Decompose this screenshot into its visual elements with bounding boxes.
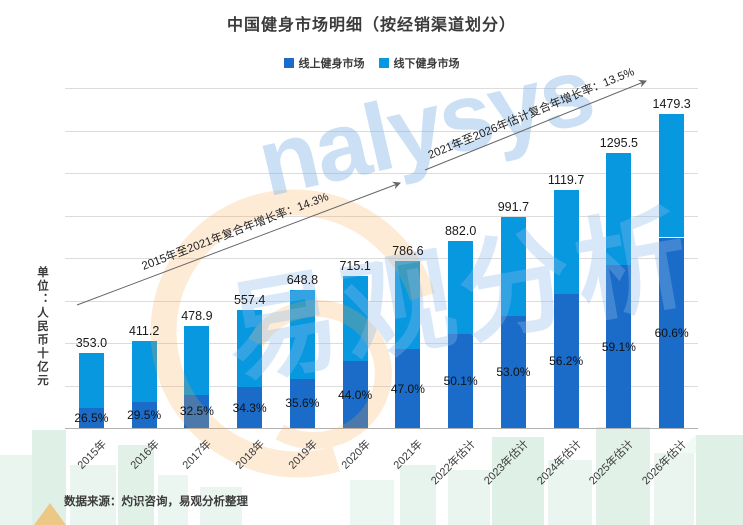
gridline bbox=[65, 130, 698, 132]
legend-label: 线下健身市场 bbox=[393, 58, 460, 70]
gridline bbox=[65, 300, 698, 302]
bar-segment-online-2025年估计 bbox=[606, 265, 632, 428]
bar-segment-online-2020年 bbox=[342, 361, 368, 428]
bar-segment-online-2024年估计 bbox=[553, 294, 579, 428]
legend-item-1: 线下健身市场 bbox=[378, 55, 460, 71]
bar-segment-online-2018年 bbox=[237, 387, 263, 428]
data-source-note: 数据来源：灼识咨询，易观分析整理 bbox=[64, 496, 248, 508]
bar-segment-online-2019年 bbox=[289, 378, 315, 428]
bar-segment-offline-2022年估计 bbox=[448, 240, 474, 335]
bar-segment-online-2022年估计 bbox=[448, 334, 474, 428]
gridline bbox=[65, 88, 698, 89]
bar-segment-online-2021年 bbox=[395, 349, 421, 428]
y-axis-unit-label: 单位：人民币十亿元 bbox=[36, 266, 48, 388]
bar-segment-offline-2015年 bbox=[78, 352, 104, 409]
bar-segment-offline-2016年 bbox=[131, 340, 157, 403]
bar-segment-online-2017年 bbox=[184, 394, 210, 428]
bar-segment-offline-2017年 bbox=[184, 326, 210, 395]
bar-segment-offline-2025年估计 bbox=[606, 152, 632, 266]
bar-segment-offline-2024年估计 bbox=[553, 190, 579, 295]
legend-swatch-icon bbox=[283, 58, 294, 68]
city-skyline-watermark bbox=[0, 427, 743, 525]
gridline bbox=[65, 215, 698, 217]
gridline bbox=[65, 343, 698, 344]
bar-segment-offline-2023年估计 bbox=[500, 217, 526, 317]
legend-item-0: 线上健身市场 bbox=[283, 55, 365, 71]
bar-segment-online-2023年估计 bbox=[500, 316, 526, 428]
bar-segment-online-2026年估计 bbox=[659, 237, 685, 428]
legend-swatch-icon bbox=[378, 58, 389, 68]
bar-segment-online-2015年 bbox=[78, 408, 104, 428]
bar-segment-offline-2018年 bbox=[237, 309, 263, 388]
x-axis-line bbox=[65, 428, 698, 429]
bar-segment-offline-2026年估计 bbox=[659, 113, 685, 238]
gridline bbox=[65, 173, 698, 174]
bar-segment-offline-2021年 bbox=[395, 260, 421, 350]
legend: 线上健身市场 线下健身市场 bbox=[0, 55, 743, 71]
bar-segment-offline-2020年 bbox=[342, 276, 368, 362]
gridline bbox=[65, 385, 698, 387]
bar-segment-online-2016年 bbox=[131, 402, 157, 428]
legend-label: 线上健身市场 bbox=[298, 58, 365, 70]
chart-title: 中国健身市场明细（按经销渠道划分） bbox=[226, 17, 516, 34]
bar-segment-offline-2019年 bbox=[289, 290, 315, 379]
orange-flag-watermark bbox=[34, 503, 66, 525]
